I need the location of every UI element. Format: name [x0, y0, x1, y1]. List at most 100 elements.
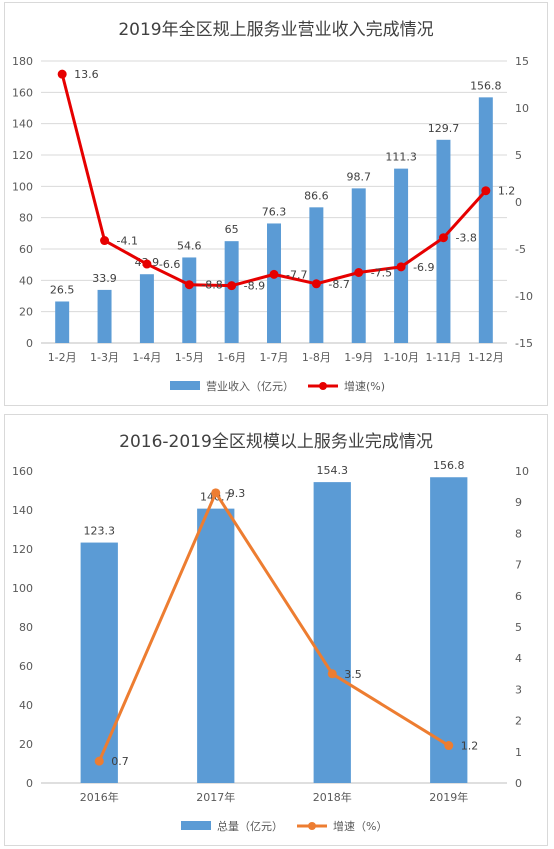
- x-tick-label: 1-2月: [48, 351, 77, 364]
- x-tick-label: 2017年: [196, 790, 235, 804]
- y2-tick-label: 7: [515, 559, 522, 572]
- bar-data-label: 65: [225, 223, 239, 236]
- y-tick-label: 60: [19, 660, 33, 673]
- y2-tick-label: 15: [515, 55, 529, 68]
- y-tick-label: 140: [12, 504, 33, 517]
- x-tick-label: 1-4月: [132, 351, 161, 364]
- y-tick-label: 100: [12, 582, 33, 595]
- y-tick-label: 60: [19, 243, 33, 256]
- x-tick-label: 1-9月: [344, 351, 373, 364]
- y2-tick-label: 5: [515, 621, 522, 634]
- chart-title: 2019年全区规上服务业营业收入完成情况: [118, 20, 434, 40]
- y-tick-label: 20: [19, 306, 33, 319]
- line-point: [100, 236, 110, 246]
- bar: [394, 168, 409, 343]
- bar: [430, 477, 468, 783]
- bar-data-label: 54.6: [177, 239, 202, 252]
- chart-title: 2016-2019全区规模以上服务业完成情况: [119, 432, 433, 452]
- chart-svg-revenue: 0 20 40 60 80 100 120 140 160 180 -15 -10 -5 0 5 10 15 26…: [12, 55, 533, 393]
- line-point: [94, 756, 104, 766]
- line-point: [444, 741, 454, 751]
- bar-data-label: 129.7: [428, 122, 460, 135]
- bar-data-label: 154.3: [317, 464, 349, 477]
- bar-data-label: 33.9: [92, 272, 117, 285]
- line-data-label: -7.7: [286, 268, 307, 281]
- y-tick-label: 120: [12, 543, 33, 556]
- bar: [182, 257, 197, 343]
- line-data-label: -6.6: [159, 258, 180, 271]
- y2-tick-label: 10: [515, 102, 529, 115]
- line-data-label: 13.6: [74, 68, 99, 81]
- line-point: [311, 279, 321, 289]
- y2-tick-label: 6: [515, 590, 522, 603]
- line-point: [354, 268, 364, 277]
- y-tick-label: 100: [12, 180, 33, 193]
- y2-tick-label: 0: [515, 777, 522, 790]
- line-data-label: -4.1: [117, 235, 138, 248]
- line-point: [327, 669, 337, 679]
- bar: [478, 97, 493, 343]
- legend-label: 增速（%）: [333, 819, 387, 833]
- x-tick-label: 2019年: [429, 790, 468, 804]
- bar: [97, 289, 112, 343]
- y2-tick-label: 5: [515, 149, 522, 162]
- chart-panel-total: 2016-2019全区规模以上服务业完成情况 0 20 40 60 80 100 120 14…: [4, 414, 548, 846]
- line-point: [438, 233, 448, 243]
- line-data-label: 1.2: [498, 185, 516, 198]
- bar-data-label: 98.7: [346, 170, 371, 183]
- y2-tick-label: 9: [515, 496, 522, 509]
- bar: [55, 301, 70, 343]
- y2-tick-label: 8: [515, 527, 522, 540]
- bar-data-label: 156.8: [470, 79, 502, 92]
- bar: [351, 188, 366, 343]
- bar: [197, 508, 235, 783]
- bar: [309, 207, 324, 343]
- bar: [80, 542, 118, 783]
- line-data-label: -8.7: [328, 278, 349, 291]
- line-point: [481, 186, 491, 196]
- line-data-label: -6.9: [413, 261, 434, 274]
- y-tick-label: 0: [26, 337, 33, 350]
- legend-bar-swatch: [170, 381, 200, 390]
- line-point: [396, 262, 406, 272]
- y-tick-label: 80: [19, 621, 33, 634]
- x-tick-label: 2018年: [313, 790, 352, 804]
- y-tick-label: 80: [19, 212, 33, 225]
- bar-data-label: 123.3: [84, 525, 116, 538]
- chart-panel-revenue: 2019年全区规上服务业营业收入完成情况 0 20 40 60 80 100 120 140 1…: [4, 2, 548, 406]
- y-tick-label: 120: [12, 149, 33, 162]
- y2-tick-label: 3: [515, 683, 522, 696]
- x-tick-label: 1-3月: [90, 351, 119, 364]
- line-data-label: -7.5: [371, 267, 392, 280]
- y2-tick-label: 1: [515, 746, 522, 759]
- x-tick-label: 1-11月: [425, 351, 461, 364]
- y-tick-label: 160: [12, 465, 33, 478]
- x-tick-label: 1-10月: [383, 351, 419, 364]
- line-point: [142, 259, 152, 269]
- legend-label: 营业收入（亿元）: [206, 379, 294, 393]
- line-data-label: 9.3: [228, 487, 246, 500]
- bar-data-label: 76.3: [262, 205, 287, 218]
- line-data-label: -8.8: [201, 279, 222, 292]
- line-series: [97, 491, 450, 762]
- x-tick-label: 1-8月: [302, 351, 331, 364]
- y2-tick-label: 2: [515, 715, 522, 728]
- line-point: [57, 69, 67, 79]
- x-tick-label: 2016年: [80, 790, 119, 804]
- y-tick-label: 160: [12, 86, 33, 99]
- chart-svg-total: 0 20 40 60 80 100 120 140 160 0 1 2 3 4 5 6 7 8 9 10 123.3 20…: [12, 459, 529, 833]
- x-tick-label: 1-5月: [175, 351, 204, 364]
- legend-line-marker: [319, 382, 327, 390]
- bar-data-label: 111.3: [385, 151, 417, 164]
- x-tick-label: 1-6月: [217, 351, 246, 364]
- legend-bar-swatch: [181, 821, 211, 830]
- y-tick-label: 40: [19, 274, 33, 287]
- bar-data-label: 86.6: [304, 189, 329, 202]
- line-point: [211, 488, 221, 498]
- line-point: [184, 280, 194, 290]
- line-data-label: 1.2: [461, 740, 479, 753]
- line-data-label: 0.7: [111, 755, 129, 768]
- legend-label: 增速(%): [344, 379, 385, 393]
- bar: [313, 482, 351, 783]
- bar: [139, 274, 154, 343]
